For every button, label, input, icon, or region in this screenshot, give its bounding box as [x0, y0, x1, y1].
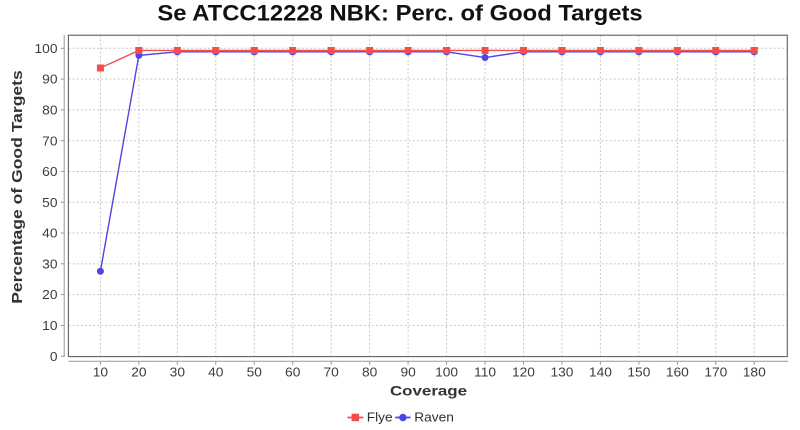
svg-text:120: 120	[512, 365, 535, 380]
svg-text:70: 70	[324, 365, 339, 380]
svg-text:140: 140	[589, 365, 612, 380]
svg-text:Se ATCC12228 NBK: Perc. of Goo: Se ATCC12228 NBK: Perc. of Good Targets	[157, 0, 642, 25]
svg-text:Percentage of Good Targets: Percentage of Good Targets	[9, 70, 26, 304]
svg-text:100: 100	[435, 365, 458, 380]
svg-text:0: 0	[50, 349, 58, 364]
svg-text:70: 70	[42, 134, 57, 149]
svg-text:50: 50	[247, 365, 262, 380]
svg-text:60: 60	[285, 365, 300, 380]
svg-text:170: 170	[704, 365, 727, 380]
svg-text:60: 60	[42, 164, 57, 179]
svg-text:Coverage: Coverage	[390, 384, 467, 399]
svg-text:40: 40	[208, 365, 223, 380]
svg-text:80: 80	[42, 103, 57, 118]
svg-text:110: 110	[474, 365, 496, 380]
svg-text:80: 80	[362, 365, 377, 380]
svg-text:30: 30	[42, 257, 57, 272]
svg-text:180: 180	[743, 365, 766, 380]
svg-text:100: 100	[35, 41, 58, 56]
svg-text:Flye: Flye	[367, 410, 393, 424]
svg-text:10: 10	[42, 318, 57, 333]
svg-text:10: 10	[93, 365, 108, 380]
svg-text:130: 130	[550, 365, 573, 380]
svg-text:90: 90	[400, 365, 415, 380]
svg-text:Raven: Raven	[414, 410, 454, 424]
svg-text:20: 20	[42, 288, 57, 303]
svg-text:160: 160	[666, 365, 689, 380]
svg-text:30: 30	[170, 365, 185, 380]
svg-text:50: 50	[42, 195, 57, 210]
svg-text:40: 40	[42, 226, 57, 241]
svg-text:20: 20	[131, 365, 146, 380]
svg-text:150: 150	[627, 365, 650, 380]
svg-text:90: 90	[42, 72, 57, 87]
